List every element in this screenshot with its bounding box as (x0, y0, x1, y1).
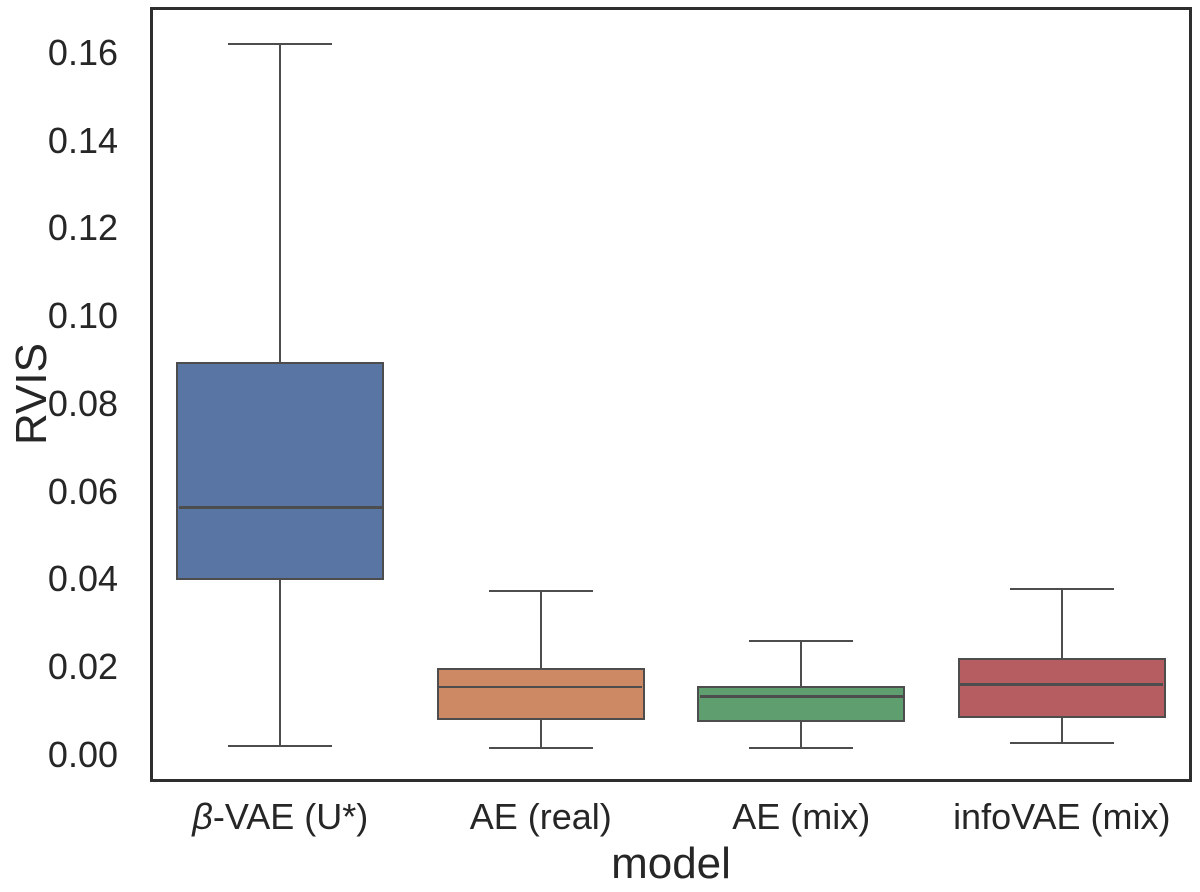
box-median-line-1 (178, 506, 382, 509)
y-tick-label-0.00: 0.00 (47, 733, 118, 775)
x-tick-label-4: infoVAE (mix) (953, 796, 1171, 837)
box-cap-top-3 (749, 639, 854, 642)
y-tick-label-0.16: 0.16 (47, 32, 118, 74)
y-tick-label-0.12: 0.12 (47, 207, 118, 249)
box-cap-top-1 (228, 43, 333, 46)
box-median-line-4 (960, 683, 1164, 686)
box-cap-bottom-2 (488, 747, 593, 750)
box-cap-top-4 (1009, 588, 1114, 591)
box-rect-1 (176, 361, 385, 581)
x-tick-label-3: AE (mix) (732, 796, 871, 837)
x-tick-label-2: AE (real) (469, 796, 612, 837)
y-tick-label-0.06: 0.06 (47, 470, 118, 512)
box-rect-4 (957, 658, 1166, 718)
box-cap-bottom-4 (1009, 741, 1114, 744)
x-tick-label-1: β-VAE (U*) (192, 796, 369, 837)
box-median-line-2 (439, 685, 643, 689)
box-rect-3 (697, 685, 906, 723)
y-tick-label-0.08: 0.08 (47, 382, 118, 424)
box-cap-bottom-1 (228, 745, 333, 748)
box-median-line-3 (699, 695, 903, 698)
box-cap-bottom-3 (749, 746, 854, 749)
box-cap-top-2 (488, 589, 593, 592)
y-tick-label-0.04: 0.04 (47, 558, 118, 600)
x-axis-label: model (611, 839, 731, 888)
y-tick-label-0.10: 0.10 (47, 295, 118, 337)
y-tick-label-0.14: 0.14 (47, 119, 118, 161)
y-tick-label-0.02: 0.02 (47, 646, 118, 688)
box-rect-2 (436, 667, 645, 721)
